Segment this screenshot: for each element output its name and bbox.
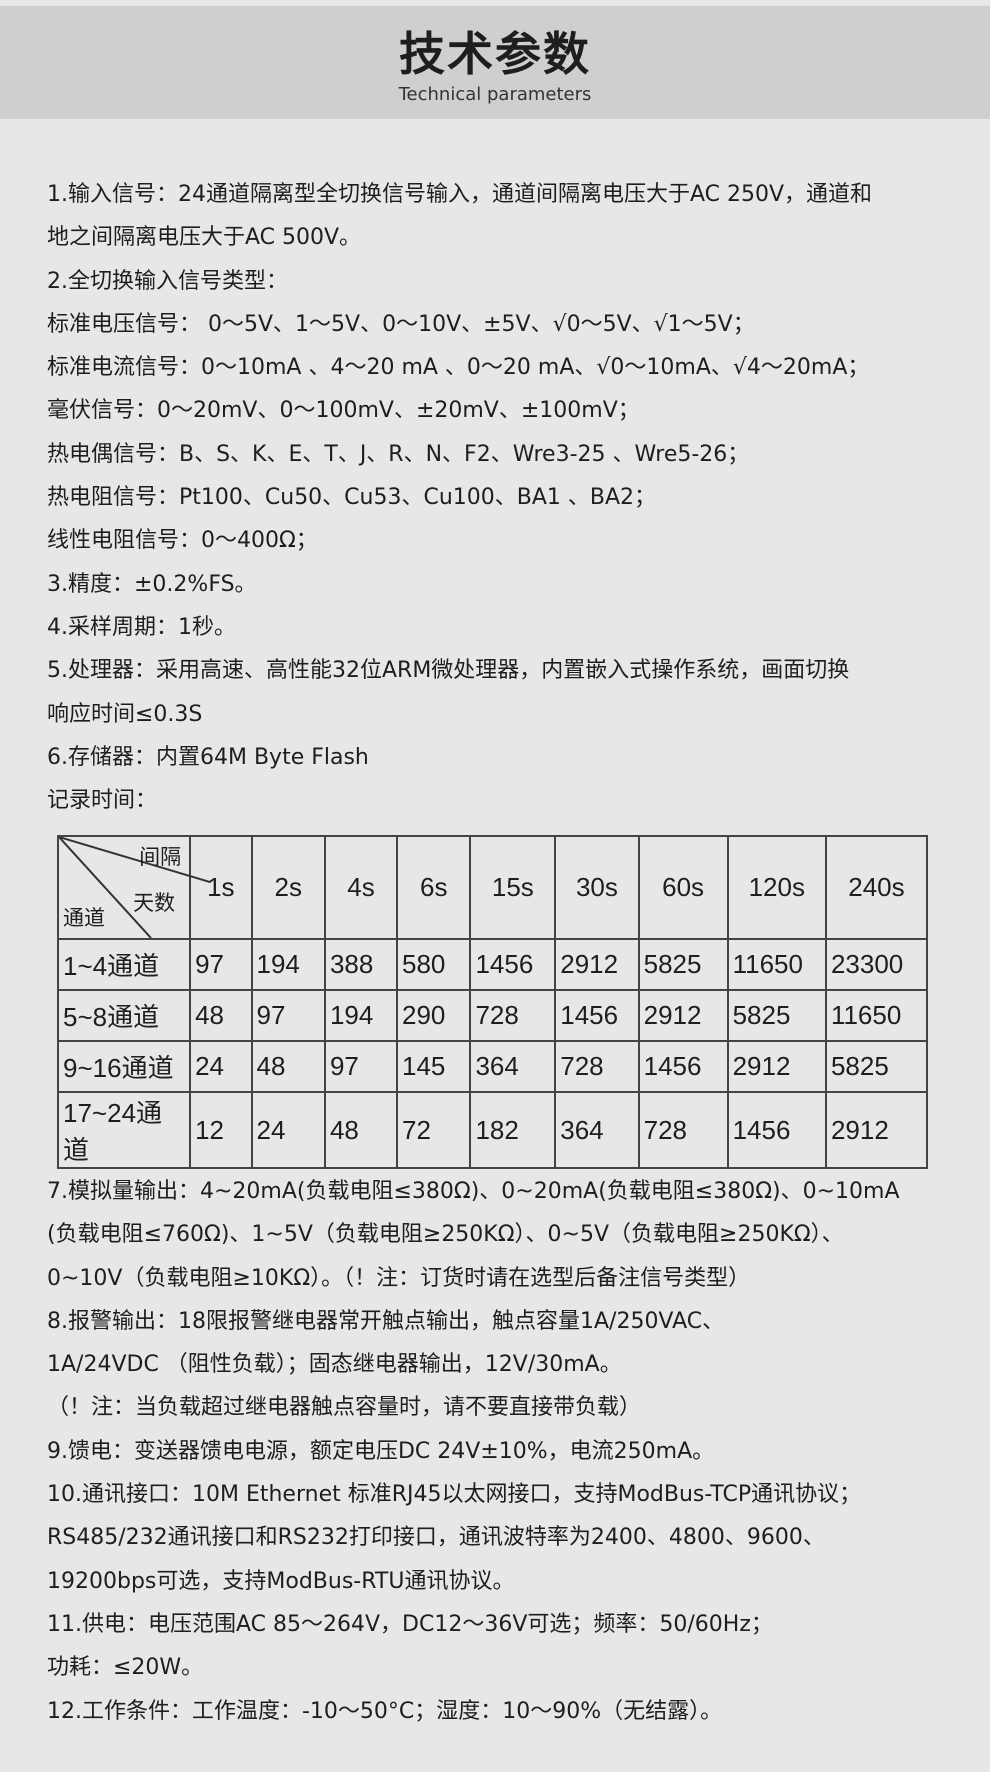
table-cell: 48: [189, 989, 253, 1042]
table-cell: 97: [189, 938, 253, 991]
spec-list-lower: 7.模拟量输出：4~20mA(负载电阻≤380Ω)、0~20mA(负载电阻≤38…: [47, 1170, 967, 1733]
column-header: 30s: [554, 835, 640, 940]
table-cell: 1456: [469, 938, 557, 991]
table-cell: 1456: [726, 1091, 827, 1169]
table-cell: 290: [395, 989, 472, 1042]
spec-line: 3.精度：±0.2%FS。: [47, 571, 257, 597]
spec-line: 12.工作条件：工作温度：-10～50°C；湿度：10～90%（无结露）。: [47, 1698, 723, 1724]
page-title: 技术参数: [399, 27, 591, 81]
table-cell: 2912: [637, 989, 729, 1042]
record-time-table: 间隔 天数 通道 1s 2s 4s 6s 15s 30s 60s 120s 240s 1~4通道 97 19…: [56, 835, 929, 1169]
corner-days-label: 天数: [133, 892, 176, 915]
row-label: 1~4通道: [56, 938, 192, 991]
spec-line: 毫伏信号：0～20mV、0～100mV、±20mV、±100mV；: [47, 398, 640, 424]
table-cell: 2912: [824, 1091, 929, 1169]
table-row: 5~8通道 48 97 194 290 728 1456 2912 5825 11650: [56, 989, 929, 1042]
page-subtitle: Technical parameters: [398, 84, 592, 105]
table-cell: 2912: [554, 938, 640, 991]
spec-line: 功耗：≤20W。: [47, 1655, 204, 1681]
table-cell: 72: [395, 1091, 472, 1169]
spec-line: 11.供电：电压范围AC 85～264V，DC12～36V可选；频率：50/60…: [47, 1611, 773, 1637]
row-label: 9~16通道: [56, 1040, 192, 1093]
spec-line: (负载电阻≤760Ω)、1~5V（负载电阻≥250KΩ）、0~5V（负载电阻≥2…: [47, 1222, 844, 1248]
row-label: 5~8通道: [56, 989, 192, 1042]
row-label: 17~24通道: [56, 1091, 192, 1169]
spec-line: RS485/232通讯接口和RS232打印接口，通讯波特率为2400、4800、…: [47, 1525, 825, 1551]
table-header-row: 间隔 天数 通道 1s 2s 4s 6s 15s 30s 60s 120s 240s: [56, 835, 929, 940]
table-cell: 48: [250, 1040, 326, 1093]
table-cell: 728: [469, 989, 557, 1042]
table-cell: 364: [554, 1091, 640, 1169]
table-cell: 580: [395, 938, 472, 991]
spec-line: 9.馈电：变送器馈电电源，额定电压DC 24V±10%，电流250mA。: [47, 1438, 715, 1464]
table-cell: 145: [395, 1040, 472, 1093]
column-header: 4s: [323, 835, 399, 940]
table-cell: 194: [323, 989, 399, 1042]
table-cell: 11650: [726, 938, 827, 991]
spec-line: 线性电阻信号：0～400Ω；: [47, 528, 318, 554]
table-cell: 5825: [726, 989, 827, 1042]
spec-line: 标准电压信号： 0～5V、1～5V、0～10V、±5V、√0～5V、√1～5V；: [47, 311, 755, 337]
table-cell: 1456: [554, 989, 640, 1042]
table-cell: 182: [469, 1091, 557, 1169]
spec-line: 2.全切换输入信号类型：: [47, 268, 288, 294]
table-cell: 48: [323, 1091, 399, 1169]
table-cell: 728: [637, 1091, 729, 1169]
spec-line: 5.处理器：采用高速、高性能32位ARM微处理器，内置嵌入式操作系统，画面切换: [47, 658, 850, 684]
header-band: 技术参数 Technical parameters: [0, 6, 990, 119]
table-cell: 2912: [726, 1040, 827, 1093]
table-cell: 23300: [824, 938, 929, 991]
table-cell: 5825: [824, 1040, 929, 1093]
corner-cell: 间隔天数通道: [56, 835, 210, 940]
column-header: 15s: [469, 835, 557, 940]
table-cell: 12: [189, 1091, 253, 1169]
spec-list-upper: 1.输入信号：24通道隔离型全切换信号输入，通道间隔离电压大于AC 250V，通…: [47, 173, 967, 822]
table-row: 1~4通道 97 194 388 580 1456 2912 5825 11650 23300: [56, 938, 929, 991]
spec-line: 1.输入信号：24通道隔离型全切换信号输入，通道间隔离电压大于AC 250V，通…: [47, 182, 873, 207]
table-cell: 364: [469, 1040, 557, 1093]
spec-line: 热电阻信号：Pt100、Cu50、Cu53、Cu100、BA1 、BA2；: [47, 485, 657, 511]
column-header: 60s: [637, 835, 729, 940]
spec-line: 0~10V（负载电阻≥10KΩ）。（！注：订货时请在选型后备注信号类型）: [47, 1265, 751, 1291]
spec-line: 19200bps可选，支持ModBus-RTU通讯协议。: [47, 1568, 515, 1594]
table-cell: 11650: [824, 989, 929, 1042]
column-header: 120s: [726, 835, 827, 940]
table-cell: 728: [554, 1040, 640, 1093]
table-cell: 24: [189, 1040, 253, 1093]
spec-line: （！注：当负载超过继电器触点容量时，请不要直接带负载）: [47, 1395, 642, 1421]
column-header: 1s: [189, 835, 253, 940]
table-cell: 97: [323, 1040, 399, 1093]
spec-line: 记录时间：: [47, 788, 158, 814]
table-row: 9~16通道 24 48 97 145 364 728 1456 2912 5825: [56, 1040, 929, 1093]
spec-line: 10.通讯接口：10M Ethernet 标准RJ45以太网接口，支持ModBu…: [47, 1482, 862, 1508]
spec-line: 4.采样周期：1秒。: [47, 614, 236, 640]
spec-line: 标准电流信号：0～10mA 、4～20 mA 、0～20 mA、√0～10mA、…: [47, 355, 870, 381]
corner-channel-label: 通道: [63, 907, 105, 930]
table-cell: 1456: [637, 1040, 729, 1093]
column-header: 240s: [824, 835, 929, 940]
spec-line: 响应时间≤0.3S: [47, 701, 203, 727]
corner-interval-label: 间隔: [139, 846, 182, 869]
spec-line: 地之间隔离电压大于AC 500V。: [47, 225, 362, 251]
spec-line: 8.报警输出：18限报警继电器常开触点输出，触点容量1A/250VAC、: [47, 1308, 725, 1334]
table-row: 17~24通道 12 24 48 72 182 364 728 1456 2912: [56, 1091, 929, 1169]
column-header: 2s: [250, 835, 326, 940]
table-cell: 24: [250, 1091, 326, 1169]
column-header: 6s: [395, 835, 472, 940]
spec-line: 1A/24VDC （阻性负载）；固态继电器输出，12V/30mA。: [47, 1352, 622, 1378]
diagonal-lines: [59, 837, 210, 938]
spec-line: 7.模拟量输出：4~20mA(负载电阻≤380Ω)、0~20mA(负载电阻≤38…: [47, 1179, 900, 1204]
spec-line: 6.存储器：内置64M Byte Flash: [47, 744, 369, 770]
table-cell: 194: [250, 938, 326, 991]
table-cell: 388: [323, 938, 399, 991]
table-cell: 97: [250, 989, 326, 1042]
spec-line: 热电偶信号：B、S、K、E、T、J、R、N、F2、Wre3-25 、Wre5-2…: [47, 441, 750, 467]
table-cell: 5825: [637, 938, 729, 991]
